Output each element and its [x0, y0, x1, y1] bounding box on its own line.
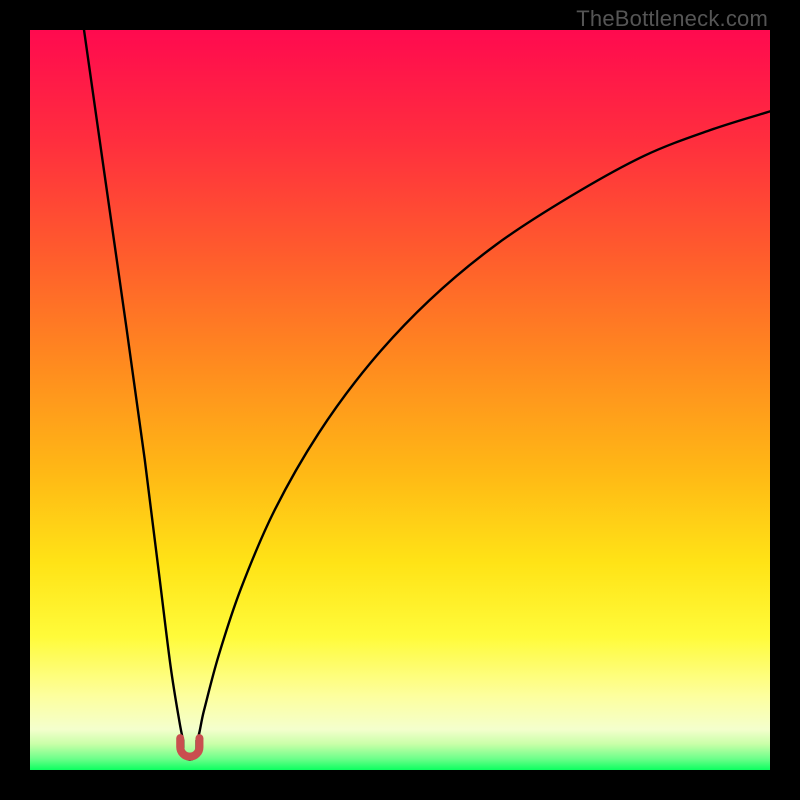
watermark-label: TheBottleneck.com [576, 6, 768, 32]
notch-marker [180, 738, 199, 756]
curve-layer [30, 30, 770, 770]
chart-frame: TheBottleneck.com [0, 0, 800, 800]
bottleneck-curve [84, 30, 770, 760]
plot-area [30, 30, 770, 770]
